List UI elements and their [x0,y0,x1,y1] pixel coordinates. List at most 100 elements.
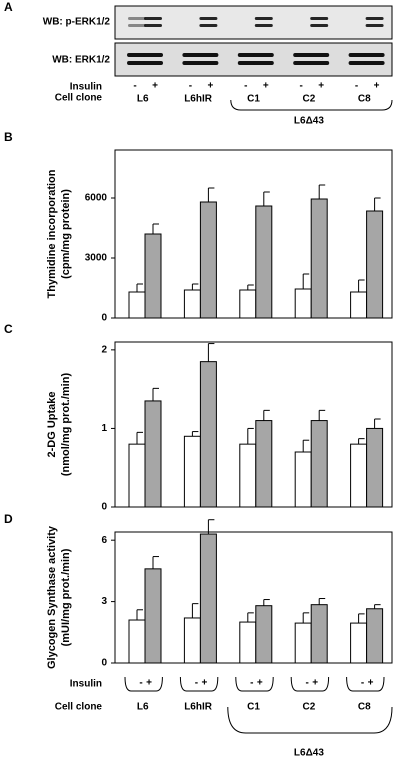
band [253,53,274,57]
bar [199,533,217,664]
bar [350,291,368,319]
x-tick-label: L6 [137,702,149,713]
band [365,24,384,27]
y-axis-label: (mUI/mg prot./min) [60,548,72,646]
group-bracket [179,676,219,692]
row-label: Insulin [70,82,102,93]
bar [128,291,146,319]
insulin-sign: + [207,81,213,92]
bar [350,622,368,664]
insulin-sign: + [257,678,263,689]
band [293,53,314,57]
y-tick-label: 6 [101,535,107,546]
group-bracket [235,676,274,692]
bar [310,198,328,319]
band [309,53,330,57]
insulin-sign: + [312,678,318,689]
panel-label: C [4,322,13,336]
x-tick-label: C1 [247,702,260,713]
band [310,24,329,27]
band [237,61,258,65]
insulin-sign: + [146,678,152,689]
bar [183,289,201,319]
group-bracket [124,676,163,692]
y-tick-label: 3000 [85,253,108,264]
bar [199,361,217,508]
bar [366,427,384,508]
clone-label: L6hIR [184,94,213,105]
clone-label: L6 [137,94,149,105]
bar [294,622,312,664]
row-label: Cell clone [55,702,103,713]
panel-label: A [4,0,13,14]
band [365,17,384,20]
insulin-sign: - [189,81,192,92]
band [254,17,273,20]
band [128,24,146,27]
group-label: L6Δ43 [294,116,324,127]
band [143,53,163,57]
bar [255,605,273,664]
bar [199,201,217,319]
x-tick-label: C2 [303,702,316,713]
group-label: L6Δ43 [294,748,324,759]
bar [366,210,384,319]
insulin-sign: + [201,678,207,689]
band [182,53,203,57]
insulin-sign: + [374,81,380,92]
insulin-sign: + [152,81,158,92]
x-tick-label: C8 [358,702,371,713]
band [128,17,146,20]
group-bracket [290,676,330,692]
band [144,17,162,20]
band [182,61,203,65]
band [348,61,369,65]
plot-frame [114,341,393,508]
row-label: Insulin [70,679,102,690]
insulin-sign: - [250,678,253,689]
bar [144,568,162,664]
plot-frame [114,149,393,319]
y-axis-label: (cpm/mg protein) [60,189,72,279]
insulin-sign: - [306,678,309,689]
bar [183,435,201,508]
y-axis-label: 2-DG Uptake [46,391,58,457]
band [198,61,219,65]
insulin-sign: - [300,81,303,92]
bar [310,420,328,508]
y-tick-label: 0 [101,658,107,669]
bar [366,608,384,664]
insulin-sign: - [361,678,364,689]
band [364,53,385,57]
blot-frame [114,42,393,77]
band [253,61,274,65]
band [237,53,258,57]
band [198,53,219,57]
row-label: Cell clone [55,93,103,104]
group-bracket [346,676,385,692]
insulin-sign: - [133,81,136,92]
insulin-sign: + [263,81,269,92]
band [127,61,147,65]
y-tick-label: 1 [101,423,107,434]
panel-label: D [4,512,13,526]
band [144,24,162,27]
bar [144,400,162,508]
clone-label: C8 [358,94,371,105]
band [127,53,147,57]
clone-label: C1 [247,94,260,105]
x-tick-label: L6hIR [184,702,213,713]
bar [350,443,368,508]
blot-frame [114,5,393,40]
band [199,17,218,20]
blot-label: WB: ERK1/2 [52,55,110,66]
bar [255,420,273,508]
insulin-sign: - [195,678,198,689]
band [293,61,314,65]
bracket [230,99,393,111]
insulin-sign: + [368,678,374,689]
y-axis-label: Glycogen Synthase activity [46,525,58,669]
y-tick-label: 0 [101,313,107,324]
bar [294,288,312,319]
